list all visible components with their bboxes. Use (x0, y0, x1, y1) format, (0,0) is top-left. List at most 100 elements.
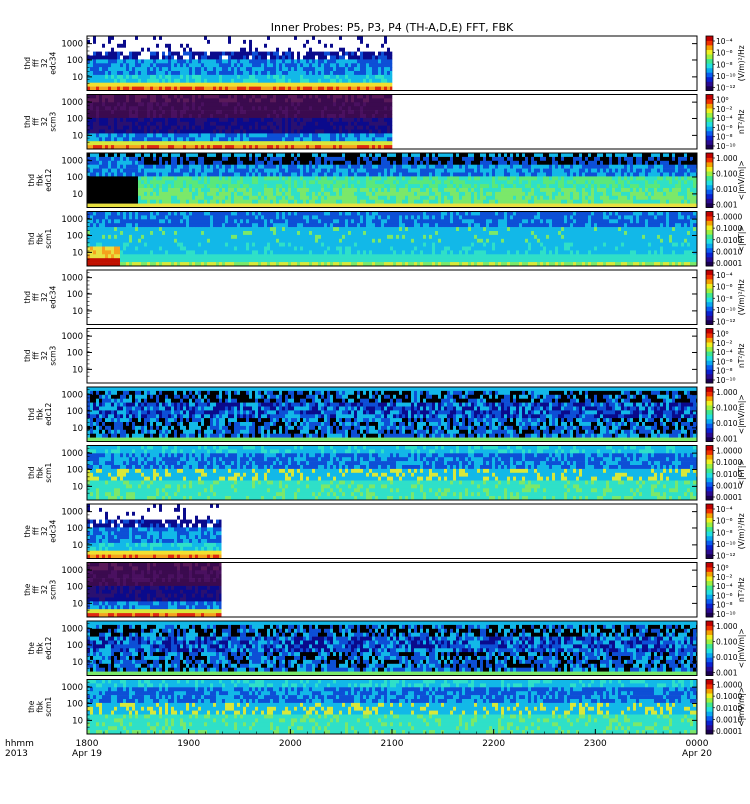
heatmap-cell (270, 83, 273, 87)
heatmap-cell (366, 59, 369, 63)
heatmap-cell (279, 59, 282, 63)
heatmap-cell (297, 36, 300, 40)
heatmap-cell (351, 83, 354, 87)
heatmap-cell (360, 75, 363, 79)
heatmap-cell (291, 48, 294, 52)
heatmap-cell (153, 133, 156, 137)
heatmap-cell (123, 102, 126, 106)
heatmap-cell (330, 59, 333, 63)
heatmap-cell (99, 56, 102, 60)
heatmap-cell (339, 36, 342, 40)
colorbar-segment (706, 77, 713, 82)
heatmap-cell (192, 56, 195, 60)
heatmap-cell (108, 63, 111, 67)
heatmap-cell (105, 75, 108, 79)
heatmap-cell (147, 106, 150, 110)
heatmap-cell (102, 110, 105, 114)
heatmap-cell (333, 59, 336, 63)
heatmap-cell (285, 56, 288, 60)
heatmap-cell (303, 56, 306, 60)
heatmap-cell (111, 52, 114, 56)
heatmap-cell (99, 48, 102, 52)
heatmap-cell (195, 48, 198, 52)
heatmap-cell (147, 130, 150, 134)
heatmap-cell (267, 44, 270, 48)
heatmap-cell (318, 44, 321, 48)
heatmap-cell (294, 79, 297, 83)
heatmap-cell (321, 52, 324, 56)
heatmap-cell (339, 56, 342, 60)
heatmap-cell (321, 79, 324, 83)
heatmap-cell (309, 56, 312, 60)
heatmap-cell (306, 59, 309, 63)
heatmap-cell (138, 79, 141, 83)
heatmap-cell (291, 40, 294, 44)
heatmap-cell (156, 83, 159, 87)
heatmap-cell (300, 36, 303, 40)
heatmap-cell (183, 83, 186, 87)
heatmap-cell (231, 40, 234, 44)
heatmap-cell (219, 67, 222, 71)
heatmap-cell (132, 98, 135, 102)
heatmap-cell (270, 40, 273, 44)
heatmap-cell (117, 110, 120, 114)
heatmap-cell (126, 130, 129, 134)
heatmap-cell (273, 56, 276, 60)
heatmap-cell (309, 75, 312, 79)
heatmap-cell (288, 79, 291, 83)
heatmap-cell (186, 63, 189, 67)
heatmap-cell (129, 75, 132, 79)
heatmap-cell (378, 79, 381, 83)
heatmap-cell (96, 75, 99, 79)
heatmap-cell (261, 79, 264, 83)
heatmap-cell (171, 83, 174, 87)
heatmap-cell (150, 36, 153, 40)
heatmap-cell (366, 63, 369, 67)
heatmap-cell (207, 67, 210, 71)
heatmap-cell (375, 48, 378, 52)
heatmap-cell (165, 83, 168, 87)
heatmap-cell (270, 48, 273, 52)
heatmap-cell (348, 75, 351, 79)
heatmap-cell (285, 63, 288, 67)
heatmap-cell (99, 79, 102, 83)
heatmap-cell (210, 56, 213, 60)
heatmap-cell (384, 52, 387, 56)
heatmap-cell (387, 63, 390, 67)
heatmap-cell (105, 122, 108, 126)
heatmap-cell (105, 52, 108, 56)
heatmap-cell (234, 48, 237, 52)
heatmap-cell (120, 75, 123, 79)
heatmap-cell (285, 44, 288, 48)
heatmap-cell (177, 67, 180, 71)
heatmap-cell (99, 126, 102, 130)
heatmap-cell (312, 44, 315, 48)
heatmap-cell (93, 130, 96, 134)
heatmap-cell (222, 56, 225, 60)
heatmap-cell (252, 75, 255, 79)
heatmap-cell (180, 44, 183, 48)
heatmap-cell (129, 102, 132, 106)
heatmap-cell (351, 40, 354, 44)
heatmap-cell (96, 63, 99, 67)
heatmap-cell (351, 59, 354, 63)
heatmap-cell (303, 59, 306, 63)
heatmap-cell (330, 48, 333, 52)
heatmap-cell (180, 83, 183, 87)
heatmap-cell (165, 67, 168, 71)
heatmap-cell (186, 36, 189, 40)
heatmap-cell (228, 75, 231, 79)
heatmap-cell (108, 106, 111, 110)
heatmap-cell (363, 44, 366, 48)
heatmap-cell (273, 63, 276, 67)
heatmap-cell (138, 102, 141, 106)
heatmap-cell (135, 102, 138, 106)
heatmap-cell (189, 83, 192, 87)
heatmap-cell (117, 67, 120, 71)
heatmap-cell (252, 83, 255, 87)
heatmap-cell (135, 44, 138, 48)
heatmap-cell (288, 56, 291, 60)
heatmap-cell (219, 79, 222, 83)
heatmap-cell (114, 59, 117, 63)
heatmap-cell (156, 71, 159, 75)
